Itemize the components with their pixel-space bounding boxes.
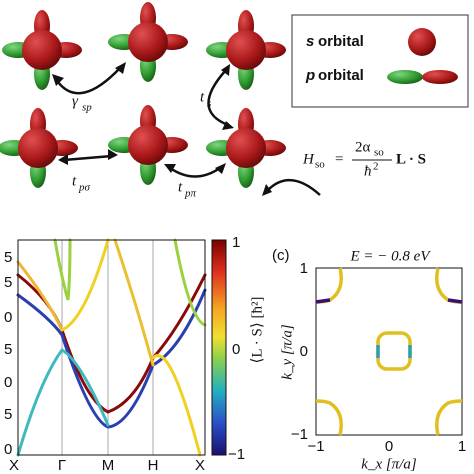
- legend-p-text: orbital: [318, 67, 364, 84]
- arrows: [57, 67, 321, 196]
- hop-symbol: t: [178, 179, 183, 195]
- hop-sub: s: [207, 98, 211, 110]
- eq-num: 2α: [355, 139, 371, 155]
- legend-p-icon: [387, 70, 423, 84]
- arrow-heads: [52, 62, 272, 196]
- x-tick-label: X: [195, 457, 205, 474]
- orbital: [0, 108, 78, 188]
- eq-lhs: H: [302, 151, 315, 167]
- orbital: [2, 10, 82, 90]
- orbital: [108, 105, 188, 185]
- y-tick-label: 5: [4, 341, 12, 358]
- colorbar-tick: −1: [228, 446, 245, 463]
- axes-frame: [17, 239, 206, 456]
- y-tick-label: −1: [291, 426, 308, 443]
- y-tick-label: 0: [4, 309, 12, 326]
- x-tick-label: 1: [458, 438, 466, 455]
- legend-s-text: orbital: [318, 33, 364, 50]
- eq-den-sup: 2: [373, 161, 379, 173]
- legend-p: p: [305, 67, 315, 84]
- colorbar-tick: 1: [232, 234, 240, 251]
- legend-box: [291, 14, 469, 108]
- legend-s-icon: [408, 28, 436, 56]
- y-tick-label: 0: [4, 441, 12, 458]
- eq-op: L · S: [396, 151, 426, 167]
- y-tick-label: 0: [300, 343, 308, 360]
- legend-s: s: [306, 33, 314, 50]
- legend-p-icon: [422, 70, 458, 84]
- x-tick-label: 0: [385, 438, 393, 455]
- eq-num-sub: so: [374, 147, 384, 159]
- hop-symbol: t: [72, 173, 77, 189]
- x-tick-label: Γ: [58, 457, 66, 474]
- eq-den: ħ: [364, 163, 372, 179]
- hop-sub: sp: [82, 102, 92, 114]
- band-plot: [16, 238, 207, 457]
- x-tick-label: −1: [307, 438, 324, 455]
- hop-symbol: γ: [72, 93, 79, 109]
- y-axis-label: k_y [π/a]: [279, 324, 295, 380]
- colorbar-tick: 0: [232, 341, 240, 358]
- y-tick-label: 1: [300, 260, 308, 277]
- colorbar: [211, 239, 227, 456]
- panel-label: (c): [272, 247, 290, 264]
- hop-symbol: t: [200, 89, 205, 105]
- y-tick-label: 5: [4, 406, 12, 423]
- panel-title: E = − 0.8 eV: [350, 248, 432, 264]
- y-tick-label: 5: [4, 274, 12, 291]
- hop-sub: pσ: [78, 182, 91, 194]
- y-tick-label: 0: [4, 374, 12, 391]
- x-tick-label: X: [9, 457, 19, 474]
- x-axis-label: k_x [π/a]: [361, 456, 417, 472]
- eq-equals: =: [335, 151, 343, 167]
- x-tick-label: M: [102, 457, 115, 474]
- fermi-contours: [315, 267, 463, 436]
- axes-frame: [315, 267, 463, 436]
- colorbar-label: ⟨L · S⟩ [ħ²]: [249, 297, 265, 364]
- eq-lhs-sub: so: [315, 159, 325, 171]
- hop-sub: pπ: [184, 188, 197, 200]
- y-tick-label: 5: [4, 249, 12, 266]
- x-tick-label: H: [148, 457, 159, 474]
